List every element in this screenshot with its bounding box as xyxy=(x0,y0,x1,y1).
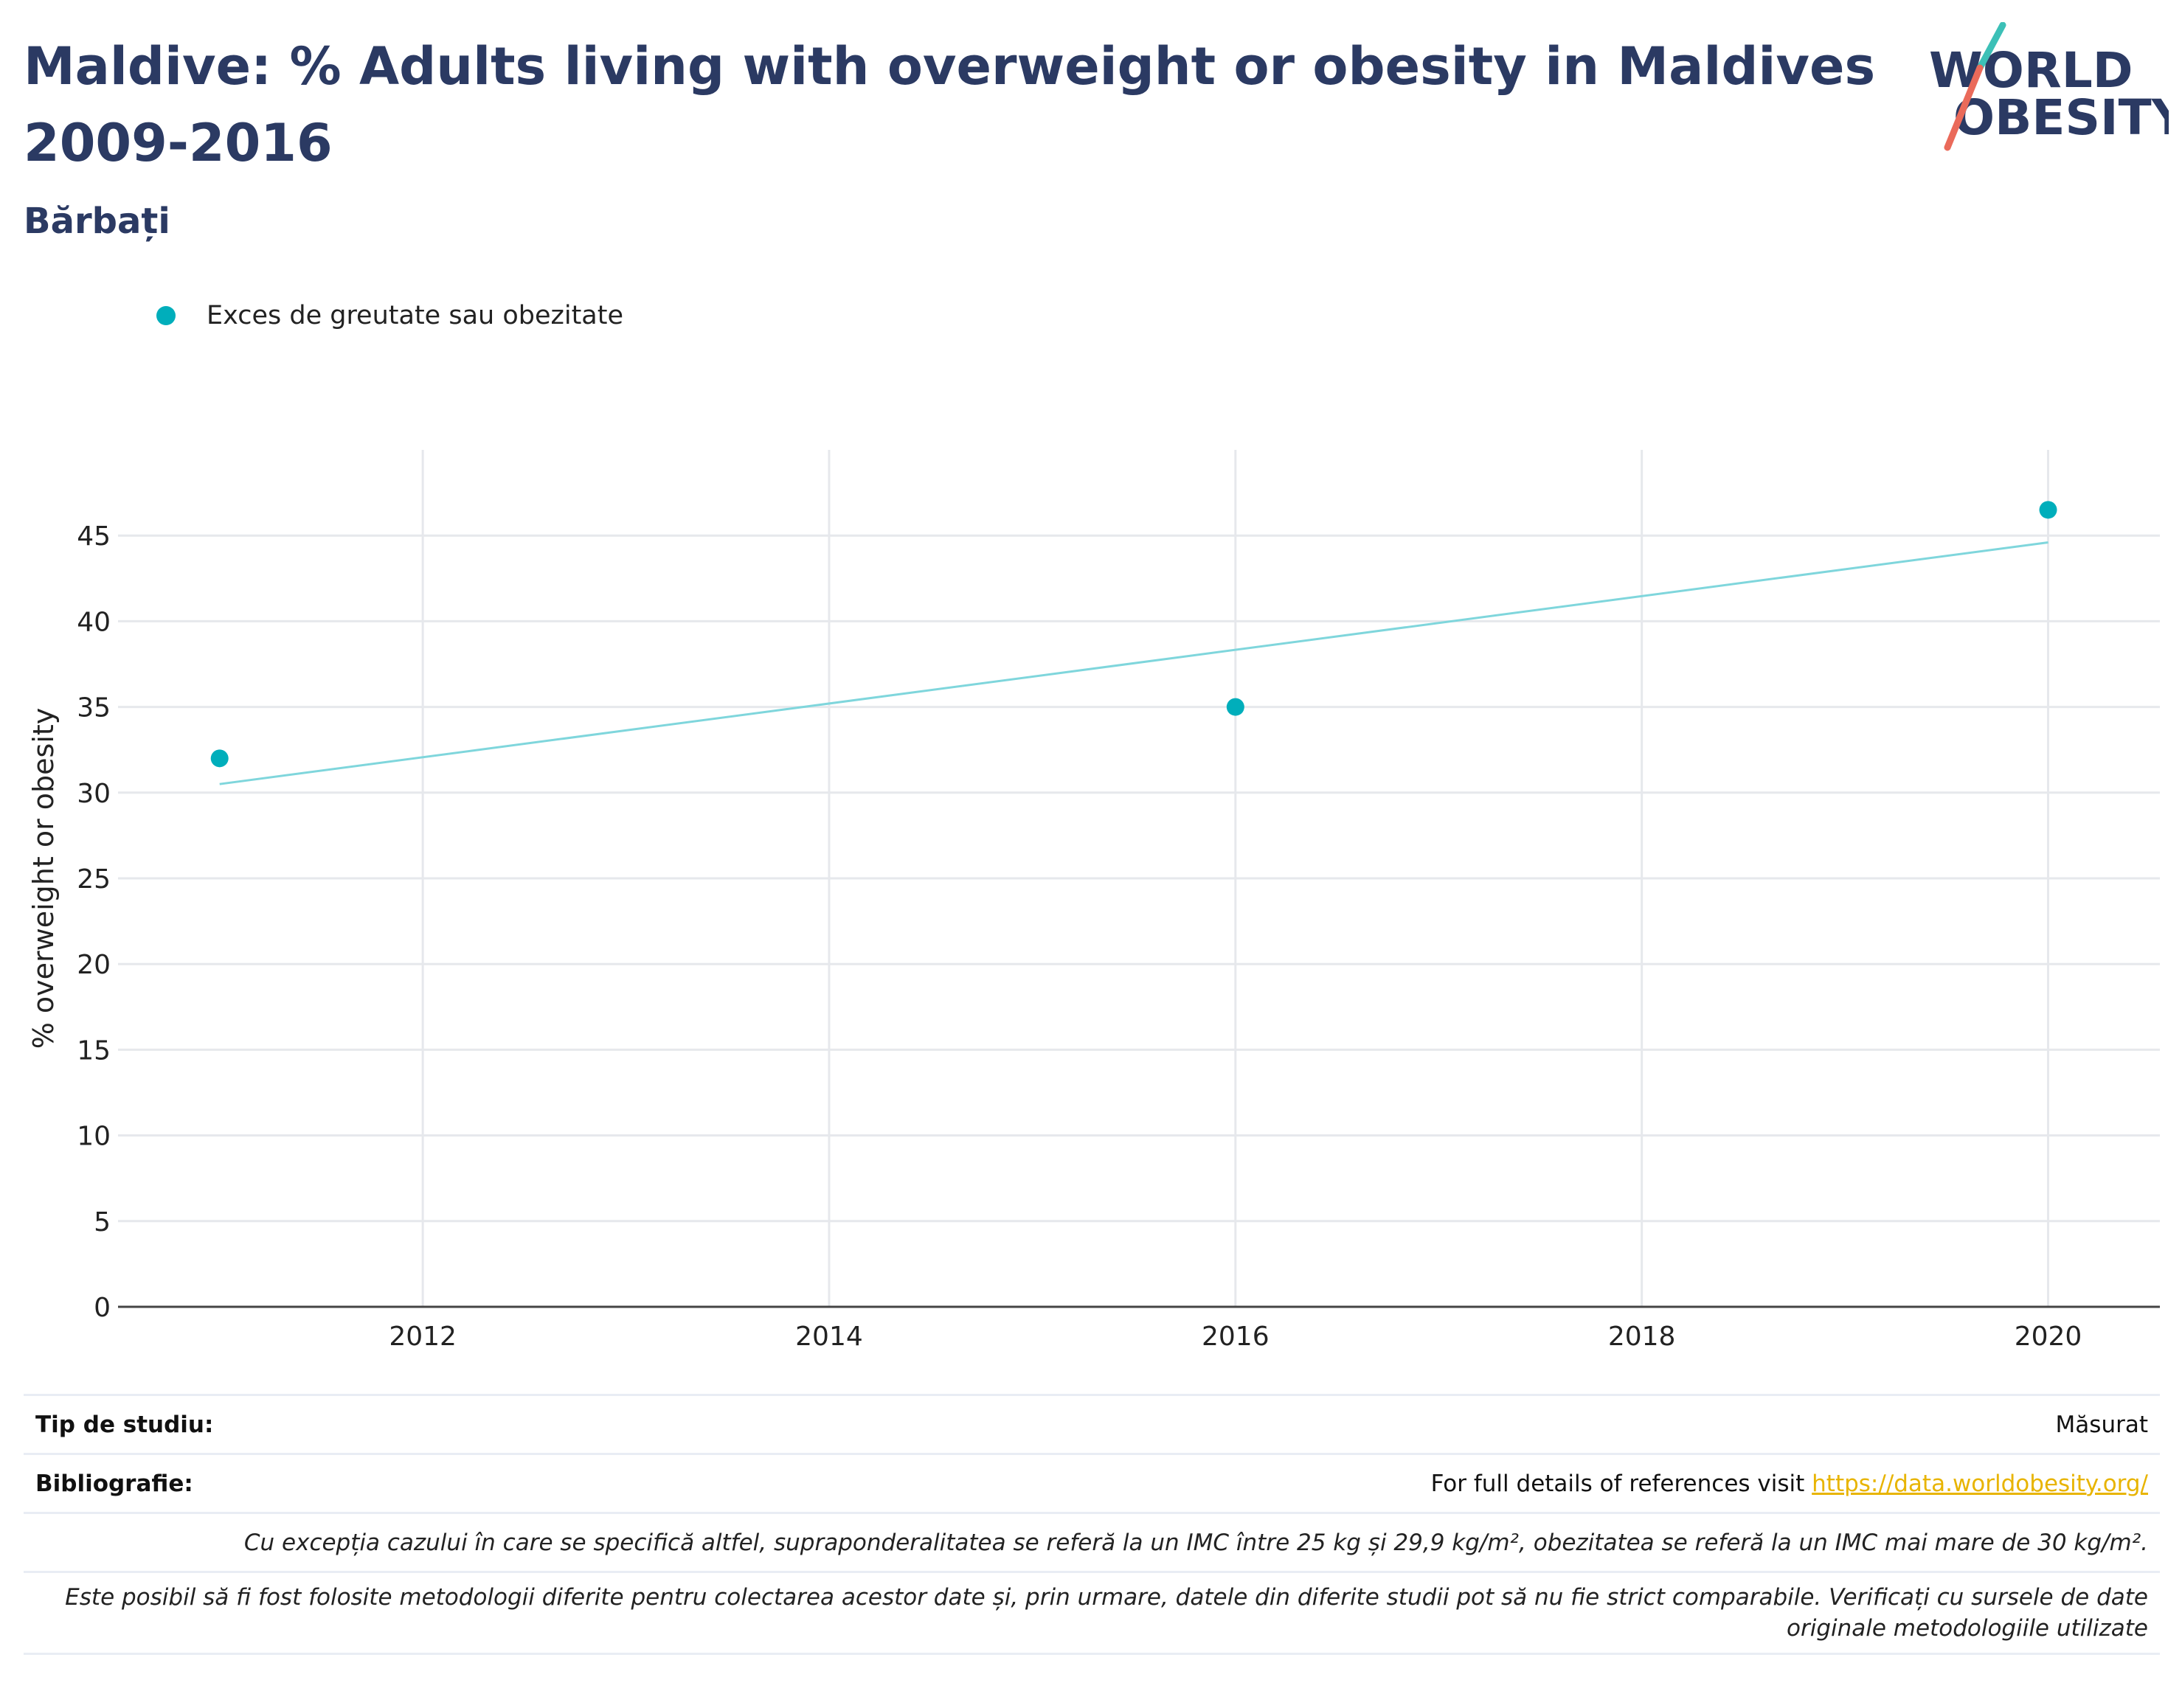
bibliography-text: For full details of references visit xyxy=(1430,1470,1812,1497)
logo-line-obesity: OBESITY xyxy=(1953,89,2169,146)
study-type-label: Tip de studiu: xyxy=(35,1411,214,1438)
study-type-row: Tip de studiu: Măsurat xyxy=(24,1394,2160,1453)
logo-line-world: WORLD xyxy=(1929,42,2133,99)
y-tick-label: 10 xyxy=(77,1122,111,1152)
methodology-note-row: Este posibil să fi fost folosite metodol… xyxy=(24,1571,2160,1655)
definition-note: Cu excepția cazului în care se specifică… xyxy=(243,1529,2148,1556)
x-tick-label: 2020 xyxy=(2015,1322,2082,1352)
y-tick-label: 35 xyxy=(77,693,111,723)
x-tick-label: 2014 xyxy=(795,1322,863,1352)
logo-slash-top xyxy=(1976,22,2006,72)
definition-note-row: Cu excepția cazului în care se specifică… xyxy=(24,1512,2160,1571)
scatter-chart: 0 5 10 15 20 25 30 35 40 45 2012 2014 2016 2018 2020 % … xyxy=(27,450,2160,1352)
page-title: Maldive: % Adults living with overweight… xyxy=(24,36,1876,173)
data-point xyxy=(2039,501,2057,519)
y-tick-label: 5 xyxy=(94,1207,111,1237)
y-tick-label: 15 xyxy=(77,1035,111,1066)
x-tick-label: 2016 xyxy=(1202,1322,1270,1352)
data-point xyxy=(210,749,229,768)
data-point xyxy=(1226,698,1244,716)
y-tick-label: 30 xyxy=(77,779,111,809)
x-tick-label: 2012 xyxy=(389,1322,457,1352)
y-axis-title: % overweight or obesity xyxy=(27,708,60,1049)
y-tick-label: 40 xyxy=(77,607,111,637)
y-tick-label: 25 xyxy=(77,864,111,895)
world-obesity-logo: WORLD OBESITY xyxy=(1929,22,2169,151)
legend-marker xyxy=(156,306,176,325)
chart-legend[interactable]: Exces de greutate sau obezitate xyxy=(156,295,623,336)
y-tick-label: 45 xyxy=(77,521,111,552)
trend-line xyxy=(219,541,2048,785)
bibliography-label: Bibliografie: xyxy=(35,1470,193,1497)
logo-slash-bottom xyxy=(1944,64,1984,151)
bibliography-link[interactable]: https://data.worldobesity.org/ xyxy=(1812,1470,2148,1497)
page-subtitle: Bărbați xyxy=(24,201,170,242)
study-type-value: Măsurat xyxy=(2055,1411,2148,1438)
methodology-note: Este posibil să fi fost folosite metodol… xyxy=(65,1584,2148,1642)
y-tick-label: 0 xyxy=(94,1293,111,1323)
x-tick-label: 2018 xyxy=(1608,1322,1676,1352)
bibliography-row: Bibliografie: For full details of refere… xyxy=(24,1453,2160,1512)
legend-label: Exces de greutate sau obezitate xyxy=(207,301,624,330)
bibliography-value: For full details of references visit htt… xyxy=(1431,1471,2148,1497)
info-table: Tip de studiu: Măsurat Bibliografie: For… xyxy=(24,1394,2160,1655)
y-tick-label: 20 xyxy=(77,950,111,980)
